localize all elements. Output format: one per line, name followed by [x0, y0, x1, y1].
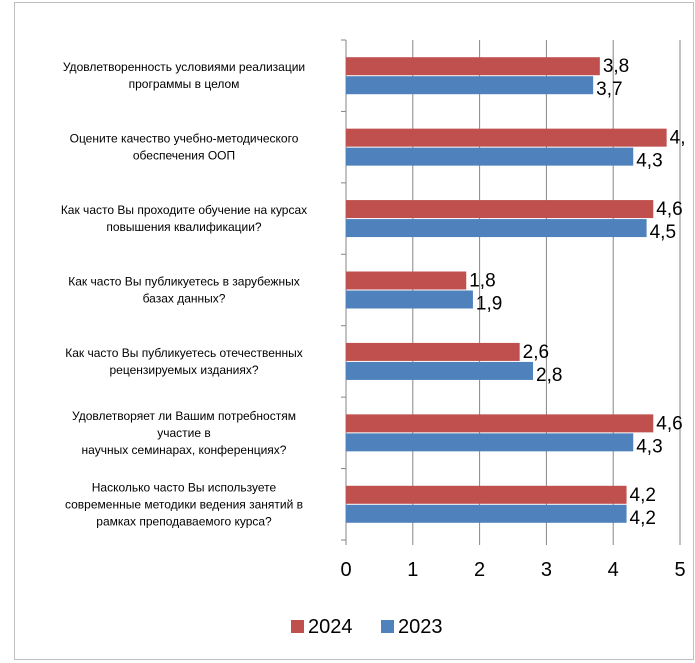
category-label-line: программы в целом: [129, 77, 240, 91]
category-label-line: рамках преподаваемого курса?: [96, 514, 272, 528]
x-tick-label: 5: [674, 559, 685, 581]
data-label-2023: 1,9: [476, 294, 502, 315]
legend-label-2024: 2024: [308, 616, 353, 638]
category-label-line: современные методики ведения занятий в: [65, 497, 303, 511]
category-label-line: рецензируемых изданиях?: [110, 363, 259, 377]
data-label-2024: 4,: [670, 128, 686, 149]
data-label-2023: 2,8: [536, 365, 562, 386]
category-label: Оцените качество учебно-методического обе…: [70, 132, 299, 163]
bar-2024: [346, 200, 654, 219]
data-label-2024: 3,8: [603, 56, 629, 77]
category-group: Как часто Вы публикуетесь в зарубежных ба…: [68, 271, 502, 315]
category-label-line: повышения квалификации?: [106, 220, 262, 234]
bar-2023: [346, 290, 473, 309]
bar-2024: [346, 414, 654, 433]
category-label-line: Насколько часто Вы используете: [92, 480, 277, 494]
data-label-2024: 2,6: [523, 342, 549, 363]
x-tick-label: 0: [340, 559, 351, 581]
gridlines: [412, 40, 681, 540]
data-label-2024: 4,6: [656, 413, 682, 434]
category-group: Удовлетворенность условиями реализации пр…: [63, 56, 629, 100]
category-label-line: Удовлетворенность условиями реализации: [63, 60, 305, 74]
category-group: Как часто Вы проходите обучение на курса…: [61, 199, 683, 243]
category-label-line: Оцените качество учебно-методического: [70, 132, 299, 146]
category-label-line: участие в: [157, 426, 211, 440]
bar-2023: [346, 76, 594, 95]
bar-2024: [346, 485, 627, 504]
category-label: Как часто Вы публикуетесь в зарубежных ба…: [68, 275, 299, 306]
category-label: Удовлетворяет ли Вашим потребностям участ…: [72, 409, 296, 457]
category-label-line: Как часто Вы публикуетесь в зарубежных: [68, 275, 299, 289]
category-group: Оцените качество учебно-методического обе…: [70, 128, 686, 172]
bar-2024: [346, 342, 520, 361]
x-tick-label: 3: [541, 559, 552, 581]
category-label: Как часто Вы публикуетесь отечественных р…: [65, 346, 303, 377]
bar-2024: [346, 271, 467, 290]
chart-frame: [14, 2, 694, 660]
data-label-2024: 4,6: [656, 199, 682, 220]
bar-2023: [346, 433, 634, 452]
legend-label-2023: 2023: [398, 616, 443, 638]
bar-2023: [346, 361, 534, 380]
x-tick-label: 2: [474, 559, 485, 581]
category-label-line: обеспечения ООП: [133, 149, 235, 163]
data-label-2023: 4,3: [636, 151, 662, 172]
data-label-2023: 3,7: [596, 79, 622, 100]
category-label: Как часто Вы проходите обучение на курса…: [61, 203, 307, 234]
bar-2023: [346, 147, 634, 166]
data-label-2023: 4,5: [650, 222, 676, 243]
x-tick-label: 1: [407, 559, 418, 581]
data-label-2023: 4,3: [636, 436, 662, 457]
bar-2024: [346, 128, 667, 147]
category-group: Как часто Вы публикуетесь отечественных р…: [65, 342, 562, 386]
data-label-2023: 4,2: [630, 508, 656, 529]
bar-2023: [346, 219, 647, 238]
category-label-line: Удовлетворяет ли Вашим потребностям: [72, 409, 296, 423]
category-label-line: базах данных?: [143, 292, 226, 306]
bar-2023: [346, 504, 627, 523]
bar-2024: [346, 57, 600, 76]
data-label-2024: 1,8: [469, 271, 495, 292]
x-tick-label: 4: [608, 559, 619, 581]
legend: 2024 2023: [291, 616, 443, 638]
category-label: Насколько часто Вы используете современны…: [65, 480, 303, 528]
legend-swatch-2023: [381, 620, 394, 633]
category-group: Насколько часто Вы используете современны…: [65, 480, 656, 529]
category-group: Удовлетворяет ли Вашим потребностям участ…: [72, 409, 683, 458]
data-label-2024: 4,2: [630, 485, 656, 506]
category-label-line: Как часто Вы публикуетесь отечественных: [65, 346, 303, 360]
category-label-line: научных семинарах, конференциях?: [82, 443, 287, 457]
category-label: Удовлетворенность условиями реализации пр…: [63, 60, 305, 91]
category-label-line: Как часто Вы проходите обучение на курса…: [61, 203, 307, 217]
legend-swatch-2024: [291, 620, 304, 633]
